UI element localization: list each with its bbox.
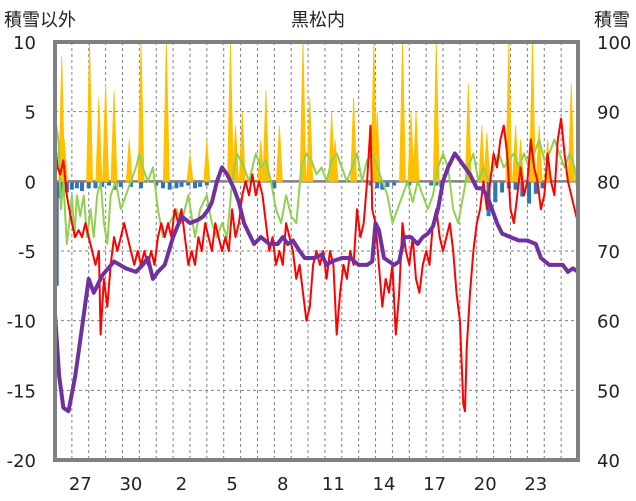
pressure-bar-28	[385, 181, 390, 187]
pressure-bar-21	[193, 181, 198, 189]
right-axis-ticks: 100 90 80 70 60 50 40	[597, 33, 631, 472]
precip-spike-13	[238, 111, 246, 182]
pressure-bar-12	[118, 181, 123, 187]
right-axis-label: 積雪	[594, 10, 630, 31]
pressure-bar-27	[380, 181, 385, 190]
precip-spike-16	[275, 125, 283, 182]
right-tick-3: 70	[597, 242, 620, 263]
precip-spike-20	[331, 139, 339, 182]
plot-frame	[53, 40, 580, 462]
x-tick-4: 8	[277, 474, 288, 495]
pressure-bar-19	[179, 181, 184, 187]
pressure-bar-25	[368, 181, 373, 186]
right-tick-1: 90	[597, 103, 620, 124]
precip-spike-30	[483, 132, 491, 182]
precip-spike-24	[399, 41, 406, 182]
pressure-bar-9	[100, 181, 105, 187]
left-axis-label: 積雪以外	[4, 10, 76, 31]
pressure-bar-5	[74, 181, 79, 189]
precip-spike-10	[203, 139, 211, 182]
precip-spike-17	[299, 41, 307, 182]
pressure-bar-4	[69, 181, 74, 190]
pressure-bar-42	[540, 181, 545, 189]
x-tick-2: 2	[176, 474, 187, 495]
precip-spike-28	[464, 83, 472, 182]
pressure-bar-20	[186, 181, 191, 186]
precip-spike-8	[162, 41, 170, 182]
grid	[55, 41, 578, 461]
pressure-bar-22	[198, 181, 203, 187]
left-tick-2: 0	[25, 172, 36, 193]
x-axis-ticks: 27 30 2 5 8 11 14 17 20 23	[69, 474, 547, 495]
pressure-bar-7	[86, 181, 91, 189]
pressure-bar-30	[407, 181, 412, 186]
right-tick-4: 60	[597, 312, 620, 333]
precip-spike-3	[95, 97, 103, 182]
pressure-bar-8	[93, 181, 98, 189]
precip-spike-2	[86, 41, 93, 182]
precip-spike-7	[137, 41, 145, 182]
left-tick-1: 5	[25, 103, 36, 124]
pressure-bar-26	[375, 181, 380, 189]
x-tick-0: 27	[69, 474, 92, 495]
pressure-bar-10	[106, 181, 111, 186]
pressure-bar-17	[167, 181, 172, 190]
pressure-bar-36	[500, 181, 505, 193]
left-tick-6: -20	[7, 451, 36, 472]
x-tick-9: 23	[524, 474, 547, 495]
precip-spike-9	[186, 153, 194, 182]
series-precipitation	[58, 41, 575, 182]
x-tick-6: 14	[373, 474, 396, 495]
right-tick-6: 40	[597, 451, 620, 472]
pressure-bar-23	[204, 181, 209, 186]
pressure-bar-40	[527, 181, 532, 204]
pressure-bar-29	[392, 181, 397, 186]
series-temperature	[54, 117, 579, 413]
precip-spike-5	[110, 90, 118, 182]
pressure-bar-18	[174, 181, 179, 189]
left-axis-ticks: 10 5 0 -5 -10 -15 -20	[7, 33, 36, 472]
pressure-bar-32	[434, 181, 439, 186]
left-tick-3: -5	[18, 242, 36, 263]
precip-spike-15	[262, 90, 270, 182]
pressure-bar-31	[429, 181, 434, 186]
precip-spike-37	[567, 83, 575, 182]
left-tick-0: 10	[13, 33, 36, 54]
precip-spike-26	[412, 111, 420, 182]
x-tick-8: 20	[474, 474, 497, 495]
series-snow_depth	[53, 151, 580, 414]
pressure-bar-6	[79, 181, 84, 192]
x-tick-3: 5	[226, 474, 237, 495]
x-tick-1: 30	[119, 474, 142, 495]
pressure-bar-14	[139, 181, 144, 189]
pressure-bar-16	[160, 181, 165, 189]
left-tick-5: -15	[7, 381, 36, 402]
right-tick-5: 50	[597, 381, 620, 402]
pressure-bar-24	[272, 181, 277, 189]
right-tick-2: 80	[597, 172, 620, 193]
precip-spike-11	[227, 41, 234, 182]
pressure-bar-38	[513, 181, 518, 190]
pressure-bar-15	[154, 181, 159, 186]
x-tick-7: 17	[423, 474, 446, 495]
series-layer	[53, 41, 580, 414]
precip-spike-6	[125, 139, 133, 182]
precip-spike-25	[407, 111, 415, 182]
right-tick-0: 100	[597, 33, 631, 54]
pressure-bar-35	[493, 181, 498, 203]
precip-spike-35	[535, 125, 543, 182]
pressure-bar-41	[533, 181, 538, 194]
chart-title: 黒松内	[291, 10, 345, 31]
series-dew_point	[54, 118, 579, 245]
x-tick-5: 11	[322, 474, 345, 495]
left-tick-4: -10	[7, 312, 36, 333]
precip-spike-4	[102, 83, 110, 182]
